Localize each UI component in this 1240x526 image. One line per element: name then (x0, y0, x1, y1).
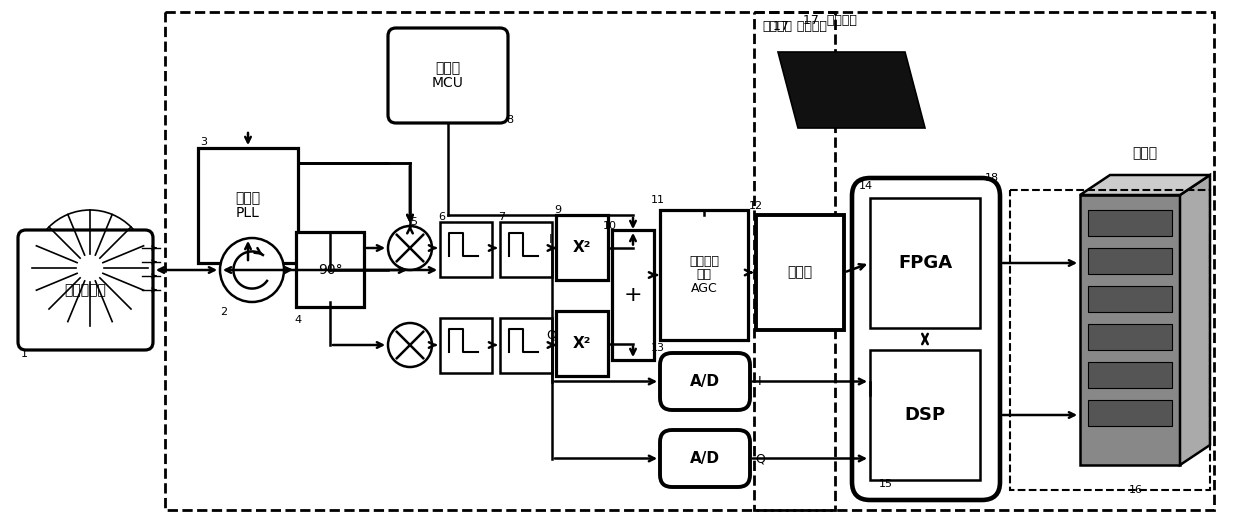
FancyBboxPatch shape (660, 430, 750, 487)
Text: +: + (624, 285, 642, 305)
Text: DSP: DSP (904, 406, 946, 424)
Bar (1087, 362, 1172, 388)
Text: 16: 16 (1128, 485, 1143, 495)
Text: 12: 12 (749, 201, 763, 211)
Text: 14: 14 (859, 181, 873, 191)
Bar (556, 215, 608, 280)
Text: Q: Q (755, 452, 765, 465)
Ellipse shape (388, 226, 432, 270)
Text: 13: 13 (651, 343, 665, 353)
Text: 1: 1 (21, 349, 27, 359)
Text: 15: 15 (879, 479, 893, 489)
Bar (1080, 195, 1180, 465)
Bar (756, 215, 844, 330)
Text: 6: 6 (439, 212, 445, 222)
Bar (440, 222, 492, 277)
Text: 17  驱动模块: 17 驱动模块 (773, 20, 827, 33)
Bar (440, 318, 492, 373)
Text: 锁相环: 锁相环 (236, 191, 260, 205)
Text: AGC: AGC (691, 282, 718, 295)
Bar (613, 230, 653, 360)
Text: 3: 3 (201, 137, 207, 147)
Text: MCU: MCU (432, 76, 464, 90)
Bar (754, 12, 1214, 510)
Text: 上位机: 上位机 (1132, 146, 1158, 160)
Text: 采集模块: 采集模块 (763, 20, 792, 33)
Polygon shape (1180, 175, 1210, 465)
Bar (1087, 286, 1172, 312)
Bar (1087, 248, 1172, 274)
Text: 5: 5 (410, 217, 418, 227)
Bar (198, 148, 298, 263)
Text: Q: Q (546, 329, 556, 342)
Text: A/D: A/D (689, 451, 720, 466)
Polygon shape (777, 52, 925, 128)
Text: A/D: A/D (689, 374, 720, 389)
Text: FPGA: FPGA (898, 254, 952, 272)
Text: 比较器: 比较器 (787, 266, 812, 279)
FancyBboxPatch shape (19, 230, 153, 350)
Bar (1087, 400, 1172, 426)
Text: 单片机: 单片机 (435, 61, 460, 75)
FancyBboxPatch shape (388, 28, 508, 123)
Text: 8: 8 (506, 115, 513, 125)
Text: 18: 18 (985, 173, 999, 183)
FancyBboxPatch shape (660, 353, 750, 410)
Text: 微波传感器: 微波传感器 (64, 283, 107, 297)
Text: 控制: 控制 (697, 268, 712, 281)
Polygon shape (1080, 175, 1210, 195)
Bar (870, 350, 980, 480)
Ellipse shape (76, 254, 104, 282)
Bar (500, 222, 552, 277)
Bar (500, 318, 552, 373)
Text: 4: 4 (294, 315, 301, 325)
Text: PLL: PLL (236, 206, 260, 220)
Text: X²: X² (573, 336, 591, 351)
Bar (660, 210, 748, 340)
Text: I: I (758, 375, 761, 388)
Ellipse shape (388, 323, 432, 367)
Bar (1011, 190, 1210, 490)
Text: 9: 9 (554, 205, 562, 215)
Bar (296, 232, 365, 307)
FancyBboxPatch shape (852, 178, 999, 500)
Text: 17  驱动模块: 17 驱动模块 (804, 14, 857, 26)
Bar (870, 198, 980, 328)
Bar (556, 311, 608, 376)
Text: 2: 2 (221, 307, 228, 317)
Ellipse shape (219, 238, 284, 302)
Bar (1087, 210, 1172, 236)
Text: 自动增益: 自动增益 (689, 255, 719, 268)
Bar (165, 12, 835, 510)
Text: 7: 7 (498, 212, 506, 222)
Bar (1087, 324, 1172, 350)
Text: I: I (549, 233, 553, 246)
Text: X²: X² (573, 240, 591, 255)
Text: 11: 11 (651, 195, 665, 205)
Text: 10: 10 (603, 221, 618, 231)
Text: 90°: 90° (317, 262, 342, 277)
